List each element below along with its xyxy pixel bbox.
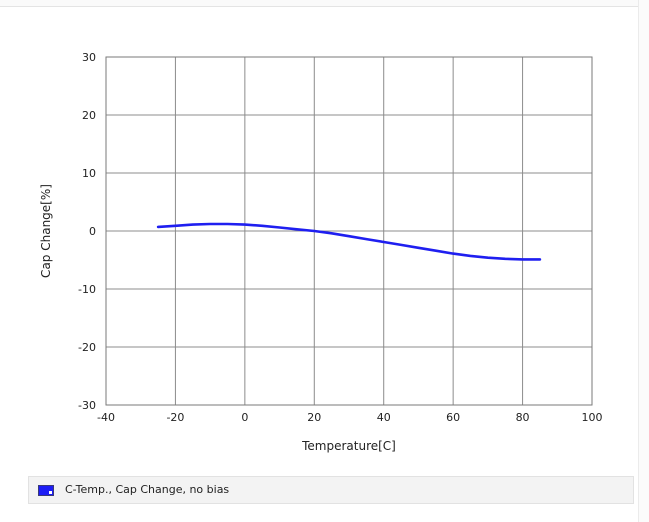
legend: C-Temp., Cap Change, no bias <box>28 476 634 504</box>
series-line-0 <box>156 222 542 261</box>
y-tick-label-5: -20 <box>78 341 96 354</box>
y-axis-label: Cap Change[%] <box>39 184 53 278</box>
x-tick-label-7: 100 <box>582 411 603 424</box>
x-tick-label-0: -40 <box>97 411 115 424</box>
legend-swatch <box>38 485 54 496</box>
y-tick-label-3: 0 <box>89 225 96 238</box>
series-layer <box>156 222 542 261</box>
x-tick-label-5: 60 <box>446 411 460 424</box>
y-tick-label-0: 30 <box>82 51 96 64</box>
y-tick-label-4: -10 <box>78 283 96 296</box>
x-axis-label: Temperature[C] <box>301 439 396 453</box>
y-tick-label-1: 20 <box>82 109 96 122</box>
panel-right-border <box>638 0 649 522</box>
chart-grid <box>105 56 593 406</box>
x-tick-label-6: 80 <box>516 411 530 424</box>
legend-label: C-Temp., Cap Change, no bias <box>65 483 230 496</box>
x-tick-label-3: 20 <box>307 411 321 424</box>
x-tick-label-1: -20 <box>166 411 184 424</box>
x-tick-label-2: 0 <box>241 411 248 424</box>
y-tick-label-6: -30 <box>78 399 96 412</box>
y-tick-label-2: 10 <box>82 167 96 180</box>
panel-top-border <box>0 0 649 7</box>
x-tick-label-4: 40 <box>377 411 391 424</box>
plot-area <box>105 56 593 406</box>
